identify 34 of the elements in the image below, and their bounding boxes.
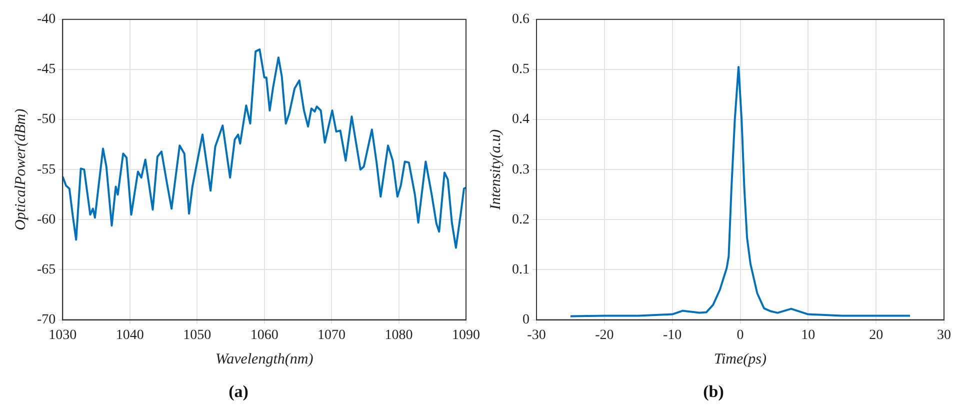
y-axis-title: Intensity(a.u) [488, 129, 504, 211]
x-tick-label: 1090 [452, 328, 480, 343]
x-tick-label: 0 [736, 328, 744, 343]
y-tick-label: -40 [36, 12, 56, 28]
x-axis-title: Wavelength(nm) [215, 352, 314, 368]
y-tick-label: 0.4 [512, 112, 530, 128]
y-tick-label: -60 [36, 212, 56, 228]
x-tick-label: -20 [595, 328, 614, 343]
x-tick-label: 1080 [384, 328, 413, 343]
y-axis-title: OpticalPower(dBm) [12, 108, 29, 230]
x-tick-label: 1060 [250, 328, 278, 343]
y-tick-label: -65 [36, 262, 56, 278]
y-tick-label: 0.1 [512, 262, 530, 278]
y-tick-label: -55 [36, 162, 56, 178]
y-tick-label: 0.5 [512, 62, 530, 78]
y-tick-label: -45 [36, 62, 56, 78]
x-axis-title: Time(ps) [714, 352, 767, 368]
y-tick-label: 0 [522, 312, 530, 328]
x-tick-label: 1050 [183, 328, 212, 343]
x-tick-label: 1040 [116, 328, 144, 343]
x-tick-label: -10 [662, 328, 682, 343]
x-tick-label: 20 [869, 328, 884, 343]
y-tick-label: 0.6 [512, 12, 530, 28]
x-tick-label: 1030 [48, 328, 77, 343]
y-tick-label: 0.3 [512, 162, 530, 178]
x-tick-label: 1070 [318, 328, 346, 343]
x-tick-label: 10 [801, 328, 816, 343]
y-tick-label: -70 [36, 312, 56, 328]
y-tick-label: 0.2 [512, 212, 530, 228]
x-tick-label: 30 [937, 328, 951, 343]
x-tick-label: -30 [527, 328, 546, 343]
text: (b) [703, 382, 724, 402]
y-tick-label: -50 [36, 112, 56, 128]
text: (a) [228, 382, 248, 402]
